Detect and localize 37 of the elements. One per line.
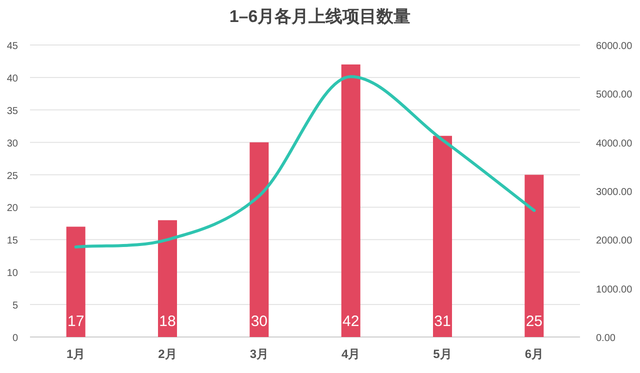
- y-tick-label: 5: [12, 300, 18, 312]
- x-tick-label: 6月: [524, 347, 544, 361]
- y-tick-label: 35: [6, 106, 18, 117]
- x-tick-label: 4月: [341, 347, 360, 361]
- y2-tick-label: 5000.00: [596, 90, 633, 101]
- x-tick-label: 5月: [433, 347, 452, 361]
- y-tick-label: 40: [6, 73, 18, 84]
- y2-tick-label: 6000.00: [596, 41, 633, 52]
- bar: [66, 226, 86, 337]
- y-tick-label: 0: [12, 333, 18, 344]
- y-tick-label: 30: [6, 138, 18, 150]
- y2-tick-label: 4000.00: [596, 138, 633, 150]
- y2-tick-label: 0.00: [596, 333, 616, 344]
- data-label: 31: [434, 313, 451, 330]
- line-series: [74, 75, 536, 248]
- x-tick-label: 1月: [66, 347, 86, 361]
- data-label: 42: [342, 313, 360, 330]
- x-tick-label: 3月: [250, 347, 269, 361]
- chart-title: 1–6月各月上线项目数量: [229, 7, 411, 26]
- y-tick-label: 15: [6, 236, 18, 247]
- data-label: 17: [67, 313, 84, 330]
- bar: [250, 142, 269, 337]
- bar: [158, 220, 177, 337]
- y-tick-label: 20: [6, 203, 18, 214]
- bar: [433, 136, 452, 337]
- bar: [341, 64, 360, 337]
- y2-tick-label: 2000.00: [596, 236, 633, 247]
- y-tick-label: 25: [6, 170, 18, 182]
- y-tick-label: 10: [6, 268, 18, 280]
- data-label: 18: [159, 313, 176, 330]
- data-label: 30: [250, 313, 268, 330]
- data-label: 25: [526, 313, 543, 330]
- bar: [524, 174, 544, 337]
- x-tick-label: 2月: [158, 347, 177, 361]
- y2-tick-label: 3000.00: [596, 187, 633, 198]
- y2-tick-label: 1000.00: [596, 284, 633, 296]
- y-tick-label: 45: [6, 41, 18, 52]
